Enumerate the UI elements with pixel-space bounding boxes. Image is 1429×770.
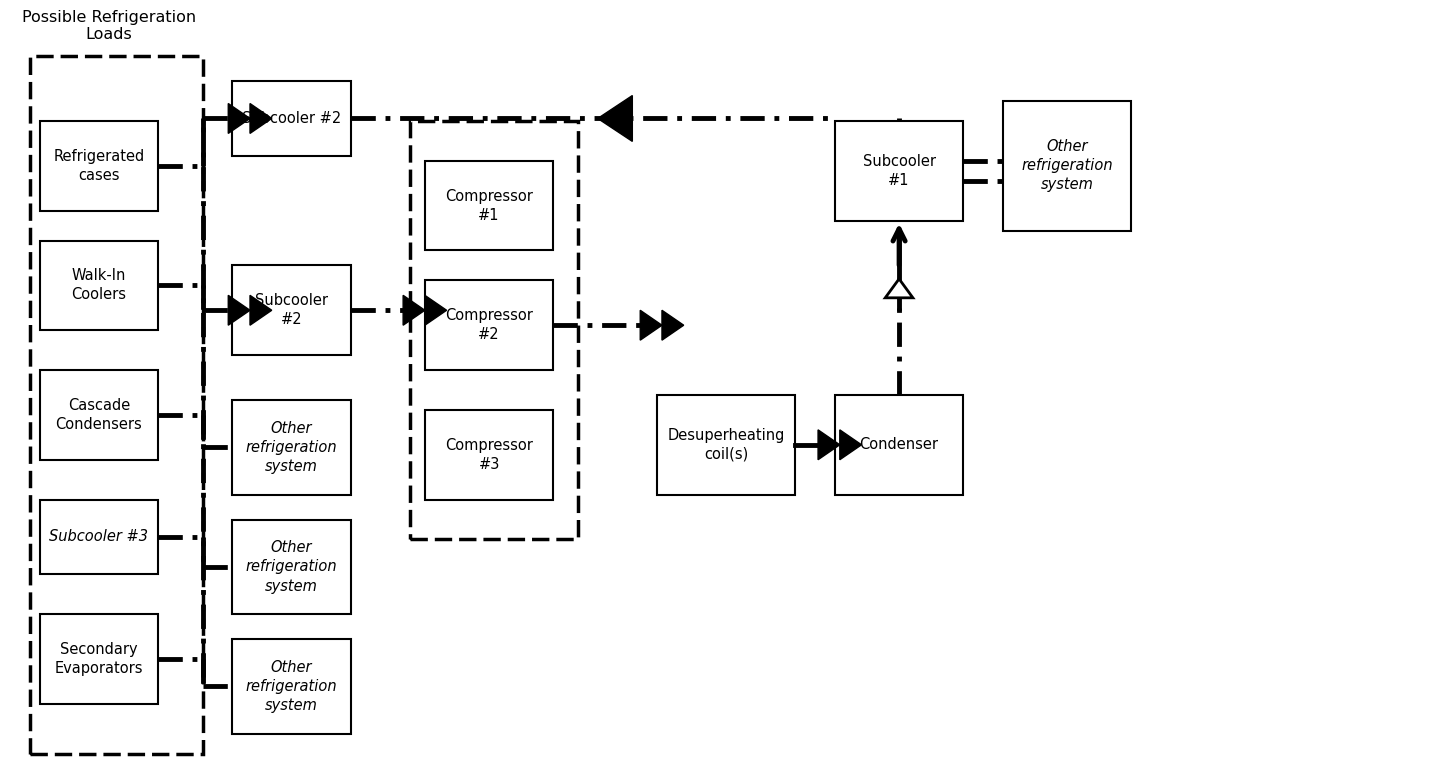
FancyBboxPatch shape [233,400,350,494]
FancyBboxPatch shape [233,639,350,734]
Polygon shape [817,430,840,460]
Text: Compressor
#1: Compressor #1 [446,189,533,223]
Polygon shape [597,95,632,142]
Polygon shape [229,296,250,325]
FancyBboxPatch shape [40,240,159,330]
Polygon shape [250,103,272,133]
Text: Refrigerated
cases: Refrigerated cases [53,149,144,183]
Text: Walk-In
Coolers: Walk-In Coolers [71,268,126,303]
Text: Other
refrigeration
system: Other refrigeration system [246,540,337,594]
Polygon shape [250,296,272,325]
Text: Compressor
#2: Compressor #2 [446,308,533,343]
Polygon shape [885,279,913,298]
Text: Subcooler
#2: Subcooler #2 [254,293,329,327]
Text: Cascade
Condensers: Cascade Condensers [56,398,143,432]
Text: Compressor
#3: Compressor #3 [446,437,533,472]
FancyBboxPatch shape [40,370,159,460]
FancyBboxPatch shape [40,500,159,574]
Text: Possible Refrigeration
Loads: Possible Refrigeration Loads [21,10,196,42]
Text: Other
refrigeration
system: Other refrigeration system [246,420,337,474]
FancyBboxPatch shape [40,614,159,704]
FancyBboxPatch shape [424,161,553,250]
FancyBboxPatch shape [424,410,553,500]
FancyBboxPatch shape [40,121,159,211]
FancyBboxPatch shape [424,280,553,370]
Polygon shape [640,310,662,340]
Text: Desuperheating
coil(s): Desuperheating coil(s) [667,427,785,462]
Polygon shape [840,430,862,460]
Text: Condenser: Condenser [860,437,939,452]
FancyBboxPatch shape [233,520,350,614]
FancyBboxPatch shape [835,395,963,494]
FancyBboxPatch shape [233,266,350,355]
Polygon shape [662,310,683,340]
FancyBboxPatch shape [233,81,350,156]
Text: Subcooler #3: Subcooler #3 [50,530,149,544]
Text: Secondary
Evaporators: Secondary Evaporators [54,642,143,676]
Text: Subcooler
#1: Subcooler #1 [863,154,936,188]
Polygon shape [229,103,250,133]
Polygon shape [403,296,424,325]
FancyBboxPatch shape [1003,101,1132,230]
Text: Other
refrigeration
system: Other refrigeration system [246,660,337,713]
Polygon shape [424,296,447,325]
FancyBboxPatch shape [835,121,963,220]
Text: Subcooler #2: Subcooler #2 [242,111,342,126]
Text: Other
refrigeration
system: Other refrigeration system [1022,139,1113,192]
FancyBboxPatch shape [657,395,796,494]
